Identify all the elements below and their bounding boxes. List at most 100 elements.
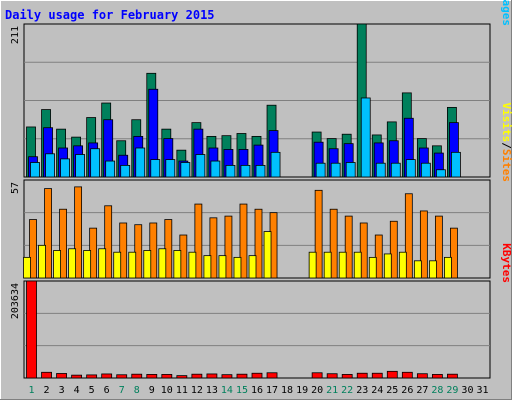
bar-kbytes: [41, 371, 52, 379]
max-value-label: 203634: [10, 283, 21, 319]
bar-visits: [398, 251, 407, 279]
bar-kbytes: [116, 374, 128, 379]
bar-sites: [344, 215, 353, 279]
legend: KBytes: [500, 243, 512, 283]
bar-sites: [359, 222, 368, 279]
bar-pages: [435, 169, 446, 178]
bar-kbytes: [176, 375, 188, 379]
bar-sites: [44, 188, 52, 279]
bar-sites: [194, 203, 203, 279]
bar-visits: [113, 251, 122, 279]
bar-sites: [59, 208, 67, 279]
day-label: 21: [326, 385, 338, 396]
day-label: 22: [341, 385, 353, 396]
max-value-label: 57: [10, 182, 21, 194]
bar-pages: [105, 160, 116, 178]
day-label: 16: [251, 385, 263, 396]
day-label: 12: [191, 385, 203, 396]
bar-pages: [135, 147, 146, 178]
bar-visits: [68, 248, 77, 279]
bar-kbytes: [101, 373, 113, 379]
bar-visits: [248, 255, 257, 279]
panel-frame: [23, 280, 491, 379]
bar-pages: [165, 159, 176, 178]
legend-entry: Pages: [500, 0, 512, 26]
day-label: 20: [311, 385, 323, 396]
plot-area: 211 Hits/Files/Pages 57 Visits/Sites 203634 K…: [10, 0, 512, 379]
bar-kbytes: [356, 372, 368, 379]
bar-kbytes: [221, 374, 233, 379]
max-value-label: 211: [10, 26, 21, 44]
day-label: 9: [149, 385, 155, 396]
bar-visits: [368, 256, 377, 279]
bar-kbytes: [71, 374, 83, 379]
bar-kbytes: [266, 372, 278, 379]
bar-visits: [53, 250, 61, 279]
bar-visits: [158, 248, 167, 279]
bar-visits: [218, 255, 227, 279]
day-label: 13: [206, 385, 218, 396]
bar-pages: [60, 158, 70, 178]
bar-visits: [173, 250, 182, 279]
bar-sites: [74, 186, 83, 279]
legend-entry: Sites: [500, 149, 512, 182]
panel-visits-sites: 57 Visits/Sites: [10, 103, 512, 279]
bar-kbytes: [326, 373, 338, 379]
day-label: 18: [281, 385, 293, 396]
bar-visits: [308, 251, 317, 279]
bar-visits: [383, 253, 392, 279]
day-label: 31: [476, 385, 488, 396]
day-label: 14: [221, 385, 233, 396]
bar-sites: [254, 208, 263, 279]
day-label: 7: [119, 385, 125, 396]
bar-pages: [150, 159, 161, 178]
bar-visits: [188, 251, 197, 279]
bar-visits: [143, 250, 152, 279]
bar-kbytes: [191, 373, 203, 379]
bar-sites: [119, 222, 128, 279]
bar-visits: [413, 260, 422, 279]
bar-sites: [419, 210, 428, 279]
bar-kbytes: [416, 373, 428, 379]
day-label: 6: [104, 385, 110, 396]
day-label: 28: [431, 385, 443, 396]
legend: Hits/Files/Pages: [500, 0, 512, 26]
bar-sites: [104, 205, 113, 279]
bar-pages: [420, 162, 431, 178]
day-label: 26: [401, 385, 413, 396]
panel-kbytes: 203634 KBytes: [10, 243, 512, 379]
bar-kbytes: [401, 371, 413, 379]
bar-kbytes: [206, 373, 218, 379]
bar-sites: [329, 208, 338, 279]
legend-separator: /: [500, 142, 512, 149]
bar-pages: [390, 162, 401, 178]
bar-sites: [404, 193, 413, 279]
bar-pages: [451, 151, 461, 178]
bar-sites: [374, 234, 383, 279]
bar-sites: [134, 224, 143, 279]
day-label: 11: [176, 385, 188, 396]
bar-kbytes: [26, 280, 37, 379]
bar-visits: [323, 251, 332, 279]
legend-entry: KBytes: [500, 243, 512, 283]
bar-kbytes: [131, 373, 143, 379]
bar-sites: [450, 227, 458, 279]
bar-pages: [405, 159, 416, 178]
day-label: 25: [386, 385, 398, 396]
bar-pages: [90, 148, 101, 178]
bar-sites: [29, 219, 37, 279]
bar-kbytes: [146, 374, 158, 379]
bar-kbytes: [86, 374, 98, 379]
bar-visits: [83, 250, 92, 279]
bar-kbytes: [386, 370, 398, 379]
bar-kbytes: [161, 374, 173, 379]
day-label: 4: [74, 385, 80, 396]
bar-pages: [75, 154, 86, 178]
bar-sites: [209, 217, 218, 279]
chart-title: Daily usage for February 2015: [5, 8, 215, 22]
day-label: 23: [356, 385, 368, 396]
day-label: 8: [134, 385, 140, 396]
bar-pages: [255, 164, 266, 178]
bar-visits: [338, 251, 347, 279]
